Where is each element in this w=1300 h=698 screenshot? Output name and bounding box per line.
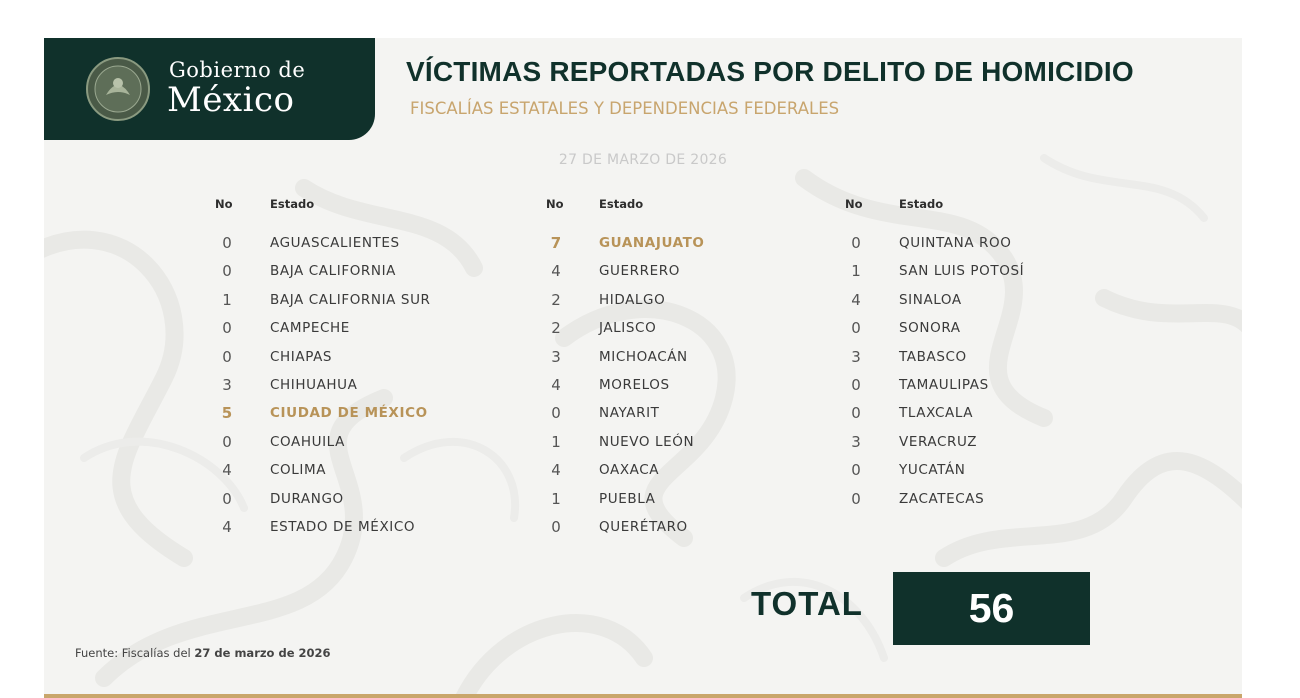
row-state-name: MICHOACÁN (599, 348, 688, 365)
row-count: 1 (222, 290, 232, 309)
row-count: 0 (851, 234, 861, 252)
row-count: 4 (851, 290, 861, 309)
row-count: 0 (222, 262, 232, 281)
row-state-name: QUERÉTARO (599, 519, 688, 535)
column-header-state: Estado (899, 197, 944, 211)
row-state-name: SINALOA (899, 291, 962, 308)
page-title: VÍCTIMAS REPORTADAS POR DELITO DE HOMICI… (406, 56, 1134, 87)
row-count: 3 (222, 376, 232, 394)
row-count: 1 (551, 489, 561, 508)
row-state-name: PUEBLA (599, 490, 656, 507)
row-state-name: NAYARIT (599, 405, 660, 422)
row-state-name: TABASCO (899, 348, 967, 365)
row-state-name: CHIHUAHUA (270, 377, 358, 393)
row-state-name: SONORA (899, 320, 961, 337)
government-logo-panel: Gobierno de México (44, 38, 375, 140)
source-note: Fuente: Fiscalías del 27 de marzo de 202… (75, 646, 331, 660)
row-count: 2 (551, 319, 561, 338)
row-state-name: TAMAULIPAS (899, 377, 989, 393)
row-count: 3 (851, 347, 861, 366)
row-count: 0 (222, 319, 232, 338)
row-count: 4 (222, 518, 232, 536)
row-count: 4 (222, 461, 232, 480)
row-count: 7 (550, 234, 562, 252)
column-header-state: Estado (270, 197, 315, 211)
row-state-name: CAMPECHE (270, 320, 350, 337)
column-header-state: Estado (599, 197, 644, 211)
row-count: 3 (851, 432, 861, 451)
row-state-name: OAXACA (599, 462, 660, 479)
row-count: 0 (851, 489, 861, 508)
row-state-name: TLAXCALA (899, 405, 974, 422)
report-date: 27 DE MARZO DE 2026 (558, 152, 728, 168)
row-state-name: AGUASCALIENTES (270, 235, 400, 251)
row-count: 0 (551, 404, 561, 423)
row-count: 4 (551, 461, 561, 480)
row-state-name: GUERRERO (599, 263, 680, 280)
row-state-name: HIDALGO (599, 291, 666, 308)
row-count: 0 (222, 347, 232, 366)
row-state-name: BAJA CALIFORNIA SUR (270, 291, 431, 308)
column-header-no: No (546, 197, 564, 211)
column-header-no: No (845, 197, 863, 211)
row-state-name: BAJA CALIFORNIA (270, 263, 397, 280)
coat-of-arms-seal-icon (86, 57, 150, 121)
row-count: 0 (222, 489, 232, 508)
row-state-name: YUCATÁN (899, 462, 966, 479)
row-state-name: VERACRUZ (899, 433, 978, 450)
row-state-name: CHIAPAS (270, 348, 333, 365)
total-label: TOTAL (751, 585, 863, 622)
row-state-name: COLIMA (270, 462, 327, 479)
row-count: 0 (851, 404, 861, 423)
row-count: 3 (551, 347, 561, 366)
row-count: 0 (551, 518, 561, 536)
logo-text-mexico: México (167, 80, 295, 120)
row-count: 0 (222, 432, 232, 451)
row-count: 0 (851, 461, 861, 480)
logo-text-gobierno: Gobierno de (169, 58, 306, 82)
row-count: 1 (851, 262, 861, 281)
row-state-name: NUEVO LEÓN (599, 433, 695, 450)
background-swirl-pattern (44, 154, 1242, 698)
row-count: 4 (551, 262, 561, 281)
row-state-name: ESTADO DE MÉXICO (270, 519, 416, 535)
row-count: 0 (222, 234, 232, 252)
bottom-accent-line (44, 694, 1242, 698)
row-state-name: JALISCO (599, 320, 657, 337)
row-state-name: QUINTANA ROO (899, 235, 1012, 251)
row-state-name: COAHUILA (270, 433, 345, 450)
row-state-name: ZACATECAS (899, 490, 985, 507)
row-count: 0 (851, 319, 861, 338)
row-state-name: SAN LUIS POTOSÍ (899, 263, 1025, 280)
source-prefix: Fuente: Fiscalías del (75, 646, 195, 660)
column-header-no: No (215, 197, 233, 211)
row-count: 4 (551, 376, 561, 394)
total-value: 56 (893, 572, 1090, 645)
page-subtitle: FISCALÍAS ESTATALES Y DEPENDENCIAS FEDER… (410, 99, 840, 118)
row-count: 2 (551, 290, 561, 309)
report-card: Gobierno de México VÍCTIMAS REPORTADAS P… (44, 38, 1242, 698)
row-count: 0 (851, 376, 861, 394)
row-state-name: DURANGO (270, 490, 344, 507)
row-state-name: GUANAJUATO (599, 235, 705, 251)
row-state-name: CIUDAD DE MÉXICO (270, 405, 428, 422)
source-date: 27 de marzo de 2026 (194, 646, 331, 660)
row-count: 1 (551, 432, 561, 451)
row-state-name: MORELOS (599, 377, 670, 393)
row-count: 5 (221, 404, 233, 423)
